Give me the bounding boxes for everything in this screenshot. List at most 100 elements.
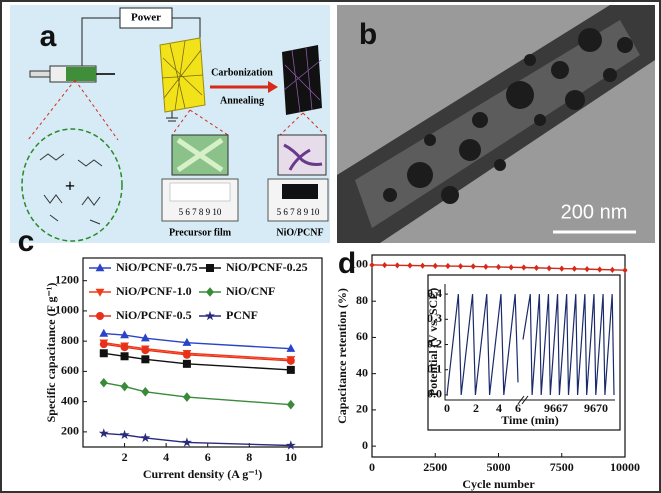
x-tick-label: 4 (496, 401, 502, 415)
marker (182, 350, 191, 359)
marker (206, 264, 214, 272)
plot-frame (82, 257, 323, 448)
marker (140, 432, 151, 443)
fiber-mesh (161, 40, 204, 111)
marker (141, 355, 150, 364)
marker (181, 437, 192, 447)
step-label: Annealing (220, 95, 264, 106)
collector (159, 37, 206, 113)
marker (182, 337, 192, 346)
y-tick-label: 0.1 (427, 361, 442, 375)
scale-bar-label: 200 nm (561, 201, 628, 223)
marker (120, 381, 129, 392)
x-tick-label: 2500 (423, 460, 447, 474)
zoom-lines (27, 79, 119, 141)
y-tick-label: 0.2 (427, 336, 442, 350)
marker (119, 429, 130, 440)
marker (286, 365, 295, 374)
x-tick-label: 4 (163, 450, 169, 464)
marker (521, 264, 527, 271)
y-tick-label: 60 (356, 329, 368, 343)
x-tick-label: 9670 (584, 401, 608, 415)
legend-label: NiO/PCNF-0.25 (226, 260, 308, 274)
marker (99, 328, 109, 337)
marker (95, 263, 105, 272)
marker (420, 262, 426, 269)
x-tick-label: 9667 (544, 401, 568, 415)
marker (141, 387, 150, 397)
x-tick-label: 0 (444, 401, 450, 415)
charge-discharge-curve (446, 294, 519, 396)
marker (533, 264, 540, 271)
x-tick-label: 10 (285, 450, 297, 464)
y-tick-label: 200 (61, 424, 79, 438)
panel-label: c (18, 225, 35, 258)
marker (470, 263, 476, 270)
marker (394, 262, 400, 269)
ruler: 5 6 7 8 9 10 (277, 207, 320, 217)
marker (559, 265, 565, 272)
y-tick-label: 800 (61, 333, 79, 347)
x-axis-label: Cycle number (462, 477, 535, 491)
y-tick-label: 80 (356, 293, 368, 307)
charge-discharge-curve (522, 293, 615, 396)
marker (96, 312, 104, 320)
marker (98, 428, 109, 438)
nio-fibers (283, 143, 323, 171)
molecule-zoom (21, 128, 123, 242)
marker (609, 266, 615, 273)
y-tick-label: 20 (356, 402, 368, 416)
film-sample (169, 182, 231, 202)
legend-label: NiO/PCNF-1.0 (116, 284, 192, 298)
marker (206, 287, 214, 297)
marker (99, 377, 108, 388)
marker (99, 340, 108, 349)
x-tick-label: 5000 (487, 460, 511, 474)
wire (81, 17, 120, 68)
marker (571, 265, 577, 272)
y-axis-label: Specific capacitance (F g⁻¹) (44, 283, 58, 423)
marker (546, 265, 552, 272)
y-tick-label: 600 (61, 363, 79, 377)
y-tick-label: 400 (61, 393, 79, 407)
marker (182, 359, 191, 368)
marker (286, 399, 295, 410)
step-label: Carbonization (211, 67, 273, 78)
inset-axes (444, 284, 615, 401)
y-tick-label: 100 (350, 257, 368, 271)
x-tick-label: 10000 (610, 460, 640, 474)
zoom-lines (171, 109, 229, 136)
panel-label: b (359, 18, 377, 51)
plus: + (65, 176, 75, 196)
marker (286, 343, 296, 352)
syringe-solution (66, 67, 96, 81)
nio-sample (282, 184, 318, 199)
panel-label: a (40, 20, 57, 53)
legend-label: PCNF (226, 308, 258, 322)
marker (597, 266, 603, 273)
y-axis-label: Potential (V vs. SCE) (426, 288, 440, 396)
marker (495, 263, 502, 271)
x-axis-label: Current density (A g⁻¹) (143, 467, 262, 481)
wire (172, 17, 201, 42)
power-label: Power (131, 12, 161, 24)
panel-a: a Power Carbonization Annealing + 5 6 7 … (10, 5, 330, 243)
marker (120, 330, 129, 339)
marker (205, 310, 215, 321)
y-axis-label: Capacitance retention (%) (335, 288, 349, 424)
x-tick-label: 8 (246, 450, 252, 464)
y-tick-label: 40 (356, 365, 368, 379)
marker (140, 333, 150, 342)
marker (120, 343, 129, 352)
marker (95, 288, 105, 297)
marker (584, 266, 590, 273)
fiber-cross (176, 137, 224, 173)
ruler: 5 6 7 8 9 10 (179, 207, 222, 217)
marker (622, 267, 628, 274)
marker (483, 263, 489, 270)
syringe-plunger (29, 70, 51, 78)
x-tick-label: 2 (473, 401, 479, 415)
zoom-lines (279, 112, 326, 136)
fiber-mesh (283, 47, 322, 113)
